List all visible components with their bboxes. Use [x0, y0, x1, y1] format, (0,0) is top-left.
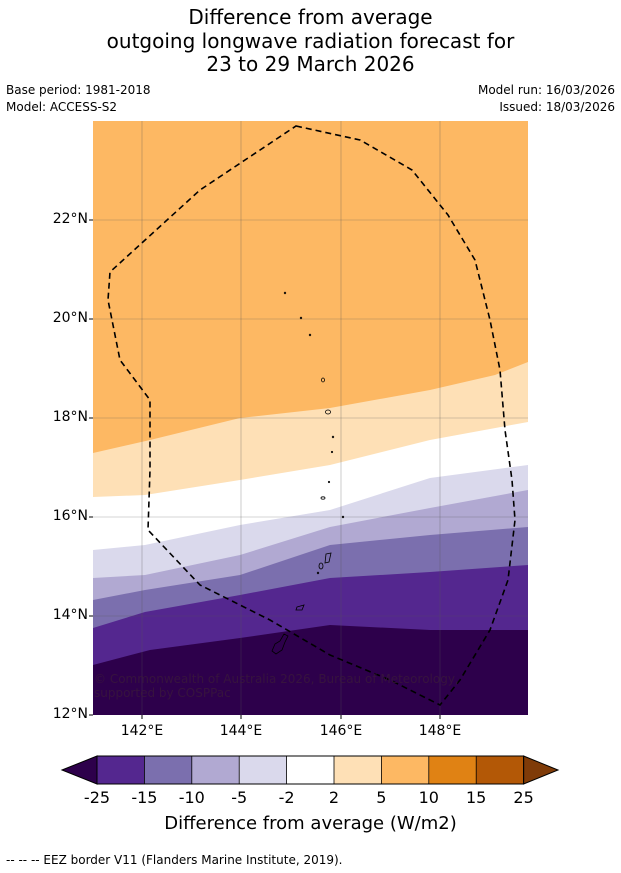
colorbar: [60, 755, 560, 785]
island-aguijan: [316, 571, 320, 575]
colorbar-tick: -10: [178, 788, 205, 807]
colorbar-seg-6: [381, 756, 429, 784]
colorbar-seg-8: [476, 756, 524, 784]
island-tinian: [318, 562, 324, 570]
island-sarigan: [327, 480, 331, 484]
x-axis-ticks: [141, 715, 441, 719]
island-asuncion: [308, 333, 312, 337]
lon-label-148e: 148°E: [418, 723, 462, 739]
colorbar-tick: 2: [328, 788, 340, 807]
islands: [271, 291, 345, 655]
island-guam: [271, 633, 289, 655]
island-anatahan: [320, 496, 326, 500]
colorbar-label: Difference from average (W/m2): [164, 813, 457, 834]
colorbar-tick: -25: [83, 788, 111, 807]
colorbar-tick: -15: [131, 788, 158, 807]
colorbar-seg-2: [191, 756, 240, 784]
issued-date: Issued: 18/03/2026: [499, 100, 615, 114]
colorbar-tick: -5: [231, 788, 248, 807]
island-alamagan: [331, 435, 335, 439]
island-pagan: [325, 409, 331, 415]
band-5-to-10: [93, 121, 528, 453]
colorbar-seg-4: [286, 756, 334, 784]
colorbar-tick: -2: [278, 788, 295, 807]
graticule: [93, 121, 528, 715]
colorbar-seg-5: [334, 756, 382, 784]
colorbar-seg-0: [97, 756, 145, 784]
colorbar-seg-3: [239, 756, 287, 784]
lon-label-144e: 144°E: [219, 723, 263, 739]
lon-label-142e: 142°E: [120, 723, 164, 739]
island-maug: [299, 316, 303, 320]
lat-label-12n: 12°N: [52, 706, 88, 722]
lat-label-20n: 20°N: [52, 310, 88, 326]
colorbar-tick: 5: [376, 788, 387, 807]
colorbar-tick: 10: [418, 788, 439, 807]
island-rota: [295, 604, 305, 611]
title-line-2: outgoing longwave radiation forecast for: [106, 29, 515, 53]
lat-label-18n: 18°N: [52, 409, 88, 425]
island-farallon-de-medinilla: [341, 515, 345, 519]
title-line-3: 23 to 29 March 2026: [206, 52, 415, 76]
eez-border: [107, 125, 516, 707]
lat-label-16n: 16°N: [52, 508, 88, 524]
colorbar-high-extend: [523, 755, 560, 785]
colorbar-tick: 15: [466, 788, 487, 807]
island-farallon-de-pajaros: [283, 291, 287, 295]
title-line-1: Difference from average: [188, 5, 433, 29]
eez-legend-note: -- -- -- EEZ border V11 (Flanders Marine…: [6, 853, 343, 867]
lon-label-146e: 146°E: [319, 723, 363, 739]
model-name: Model: ACCESS-S2: [6, 100, 118, 114]
colorbar-seg-7: [428, 756, 477, 784]
lat-label-22n: 22°N: [52, 211, 88, 227]
island-saipan: [324, 552, 332, 564]
island-guguan: [330, 450, 334, 454]
colorbar-seg-1: [144, 756, 192, 784]
base-period: Base period: 1981-2018: [6, 83, 151, 97]
island-agrihan: [321, 377, 325, 383]
copyright-notice: © Commonwealth of Australia 2026, Bureau…: [94, 672, 459, 700]
lat-label-14n: 14°N: [52, 607, 88, 623]
colorbar-low-extend: [60, 755, 98, 785]
model-run: Model run: 16/03/2026: [477, 83, 615, 97]
colorbar-tick: 25: [513, 788, 534, 807]
y-axis-ticks: [89, 219, 93, 716]
